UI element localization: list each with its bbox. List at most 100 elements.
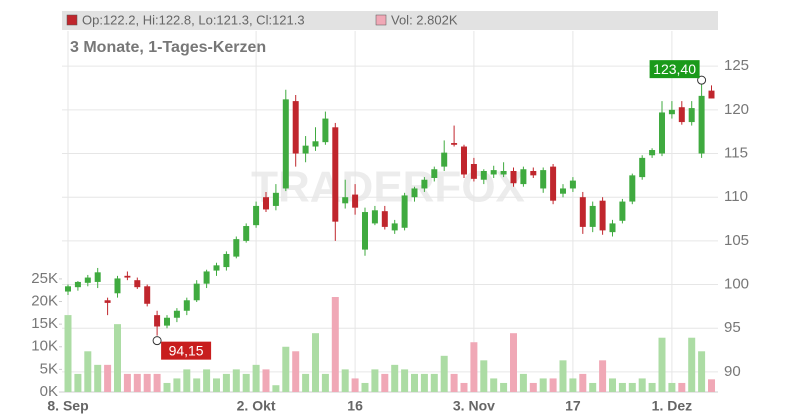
volume-bar (519, 373, 527, 392)
volume-bar (312, 333, 319, 392)
volume-bar (411, 373, 418, 392)
candle-body (183, 300, 190, 311)
annotation-label: 123,40 (653, 61, 696, 77)
volume-bar (599, 360, 607, 392)
volume-bar (193, 378, 201, 392)
candle-body (312, 141, 319, 147)
candle-body (322, 118, 329, 143)
volume-bar (668, 382, 676, 392)
candle-body (510, 170, 517, 184)
volume-bar (549, 378, 557, 392)
candle-body (381, 211, 388, 227)
volume-bar (94, 364, 102, 392)
volume-bar (143, 373, 151, 392)
volume-tick-label: 15K (31, 315, 58, 332)
candle-body (272, 192, 279, 206)
candle-body (74, 281, 81, 288)
legend-ohlc: Op:122.2, Hi:122.8, Lo:121.3, Cl:121.3 (82, 12, 305, 27)
candle-body (579, 197, 586, 227)
volume-bar (391, 364, 399, 392)
candle-body (698, 95, 705, 154)
candle-body (332, 127, 339, 222)
volume-tick-label: 0K (40, 383, 58, 400)
subtitle: 3 Monate, 1-Tages-Kerzen (70, 39, 266, 56)
y-tick-label: 105 (724, 232, 749, 249)
volume-bar (252, 364, 260, 392)
volume-bar (381, 373, 389, 392)
volume-bar (589, 382, 597, 392)
candle-body (480, 170, 487, 180)
candle-body (649, 150, 656, 156)
y-tick-label: 125 (724, 57, 749, 74)
candle-body (589, 205, 596, 227)
candle-body (550, 166, 557, 201)
volume-bar (321, 373, 329, 392)
candle-body (154, 315, 161, 327)
volume-bar (213, 378, 220, 392)
x-tick-label: 8. Sep (47, 398, 88, 414)
candle-body (421, 179, 428, 189)
candle-body (411, 188, 418, 198)
candle-body (500, 170, 507, 175)
volume-bar (302, 373, 310, 392)
annotation-box (161, 341, 212, 360)
volume-tick-label: 20K (31, 292, 58, 309)
volume-bar (282, 346, 290, 392)
volume-tick-label: 5K (40, 360, 58, 377)
volume-bar (292, 351, 300, 392)
volume-bar (480, 360, 488, 392)
candle-body (94, 272, 101, 282)
volume-bar (222, 373, 230, 392)
candle-body (292, 101, 299, 154)
legend-swatch (66, 14, 78, 26)
x-tick-label: 3. Nov (453, 398, 495, 414)
volume-tick-label: 10K (31, 338, 58, 355)
candle-body (490, 170, 497, 175)
candle-body (708, 90, 715, 99)
volume-bar (183, 369, 191, 392)
candle-body (263, 197, 269, 210)
candle-body (560, 188, 566, 194)
candle-body (282, 99, 289, 189)
candle-body (124, 275, 131, 278)
volume-bar (331, 297, 339, 392)
candle-body (629, 175, 636, 202)
volume-bar (470, 342, 478, 392)
candle-body (223, 253, 230, 268)
legend-bar (62, 11, 718, 30)
volume-bar (74, 373, 82, 392)
volume-bar (371, 369, 379, 392)
volume-bar (401, 369, 409, 392)
candle-body (371, 210, 378, 224)
volume-bar (430, 373, 438, 392)
volume-bar (232, 369, 240, 392)
x-tick-label: 2. Okt (237, 398, 276, 414)
candle-body (639, 157, 646, 178)
candle-body (193, 283, 200, 301)
annotation-box (649, 60, 700, 79)
candle-body (104, 300, 111, 303)
candle-body (470, 164, 477, 179)
volume-bar (104, 364, 112, 392)
volume-bar (648, 382, 656, 392)
legend-volume: Vol: 2.802K (391, 12, 458, 27)
candle-body (213, 265, 220, 271)
candle-body (391, 223, 398, 231)
x-tick-label: 1. Dez (652, 398, 692, 414)
volume-bar (450, 373, 458, 392)
volume-bar (203, 369, 211, 392)
volume-bar (173, 378, 181, 392)
volume-bar (440, 355, 448, 392)
volume-bar (609, 378, 616, 392)
candle-body (243, 226, 250, 241)
volume-bar (262, 369, 270, 392)
y-tick-label: 120 (724, 101, 749, 118)
candle-body (619, 201, 626, 221)
candle-body (569, 180, 576, 189)
x-tick-label: 16 (347, 398, 363, 414)
candle-body (342, 197, 349, 204)
candle-body (688, 108, 695, 123)
y-tick-label: 115 (724, 144, 748, 161)
candle-body (441, 152, 448, 167)
